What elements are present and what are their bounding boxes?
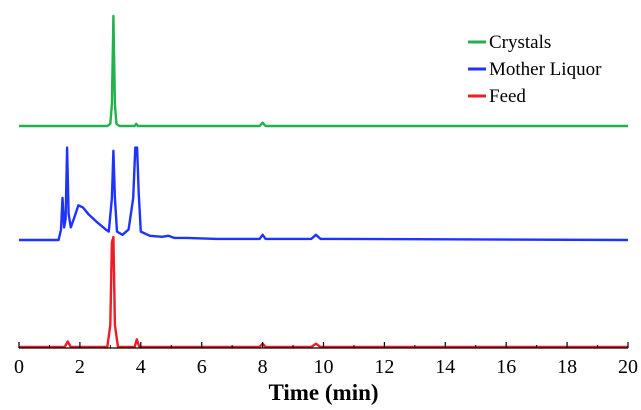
x-tick-label: 0 <box>14 356 24 378</box>
legend: Crystals Mother Liquor Feed <box>468 32 602 107</box>
x-tick-label: 20 <box>618 356 638 378</box>
x-tick-label: 2 <box>75 356 85 378</box>
trace-feed <box>19 235 628 349</box>
legend-label: Mother Liquor <box>489 59 602 80</box>
trace-crystals <box>19 14 628 128</box>
x-axis-ticks: 0 2 4 6 8 10 12 14 16 18 20 <box>14 342 638 378</box>
x-tick-label: 12 <box>374 356 394 378</box>
x-tick-label: 8 <box>258 356 268 378</box>
trace-mother-liquor <box>19 146 629 242</box>
x-tick-label: 14 <box>435 356 455 378</box>
x-tick-label: 6 <box>197 356 207 378</box>
x-tick-label: 18 <box>557 356 577 378</box>
x-axis-title: Time (min) <box>268 380 378 405</box>
legend-label: Crystals <box>489 32 551 53</box>
legend-label: Feed <box>489 86 526 107</box>
x-tick-label: 4 <box>136 356 146 378</box>
series-traces <box>19 14 629 349</box>
x-tick-label: 10 <box>314 356 334 378</box>
x-tick-label: 16 <box>496 356 516 378</box>
